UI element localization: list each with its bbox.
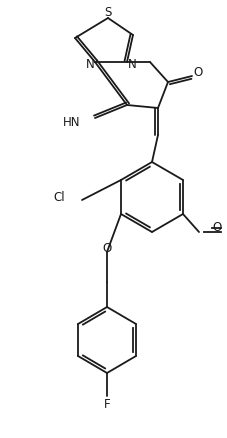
Text: HN: HN	[62, 116, 80, 128]
Text: S: S	[104, 7, 111, 20]
Text: O: O	[102, 243, 111, 255]
Text: N: N	[127, 59, 136, 71]
Text: N: N	[85, 59, 94, 71]
Text: Cl: Cl	[53, 191, 65, 205]
Text: F: F	[103, 398, 110, 410]
Text: O: O	[211, 222, 220, 234]
Text: O: O	[192, 66, 202, 78]
